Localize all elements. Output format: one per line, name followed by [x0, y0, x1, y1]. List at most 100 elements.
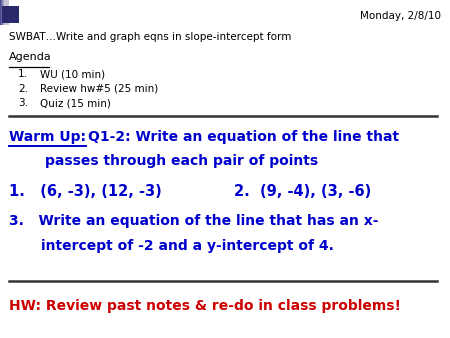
Bar — [3, 0, 7, 25]
Bar — [1, 0, 6, 25]
Bar — [4, 0, 9, 25]
Bar — [2, 0, 7, 25]
Bar — [0, 0, 5, 25]
Bar — [3, 0, 8, 25]
Bar — [4, 0, 8, 25]
Bar — [1, 0, 6, 25]
Bar — [3, 0, 7, 25]
Bar — [2, 0, 6, 25]
Text: Review hw#5 (25 min): Review hw#5 (25 min) — [40, 84, 158, 94]
Bar — [3, 0, 7, 25]
Bar — [2, 0, 6, 25]
Bar — [1, 0, 6, 25]
Bar — [4, 0, 9, 25]
Bar — [1, 0, 5, 25]
Bar — [4, 0, 9, 25]
Bar — [4, 0, 8, 25]
Bar — [1, 0, 6, 25]
Bar — [4, 0, 9, 25]
Bar — [1, 0, 5, 25]
Text: Q1-2: Write an equation of the line that: Q1-2: Write an equation of the line that — [88, 130, 399, 144]
Bar — [1, 0, 5, 25]
Bar — [2, 0, 6, 25]
Bar — [4, 0, 8, 25]
Bar — [4, 0, 8, 25]
Bar — [2, 0, 6, 25]
Bar — [2, 0, 7, 25]
Bar — [3, 0, 7, 25]
Text: Monday, 2/8/10: Monday, 2/8/10 — [360, 11, 441, 21]
Bar — [1, 0, 5, 25]
Bar — [2, 0, 6, 25]
Bar — [4, 0, 9, 25]
Bar — [4, 0, 9, 25]
Bar — [1, 0, 5, 25]
Bar — [1, 0, 5, 25]
Bar — [1, 0, 6, 25]
Bar — [1, 0, 5, 25]
Text: 2.  (9, -4), (3, -6): 2. (9, -4), (3, -6) — [234, 184, 371, 198]
Text: passes through each pair of points: passes through each pair of points — [45, 154, 318, 168]
Bar — [1, 0, 6, 25]
Bar — [0, 0, 4, 25]
Bar — [4, 0, 9, 25]
Text: 3.: 3. — [18, 98, 28, 108]
Bar — [1, 0, 5, 25]
Text: SWBAT…Write and graph eqns in slope-intercept form: SWBAT…Write and graph eqns in slope-inte… — [9, 32, 292, 42]
Bar — [3, 0, 8, 25]
Bar — [0, 0, 5, 25]
Bar — [3, 0, 7, 25]
Bar — [2, 0, 6, 25]
Bar — [3, 0, 7, 25]
Text: WU (10 min): WU (10 min) — [40, 69, 105, 79]
Bar — [3, 0, 8, 25]
Bar — [4, 0, 9, 25]
Bar — [0, 0, 5, 25]
Text: Agenda: Agenda — [9, 52, 52, 63]
Bar — [3, 0, 7, 25]
Bar — [2, 6, 19, 23]
Bar — [2, 0, 6, 25]
Bar — [0, 0, 4, 25]
Bar — [3, 0, 8, 25]
Bar — [0, 0, 4, 25]
Bar — [2, 0, 7, 25]
Bar — [3, 0, 8, 25]
Bar — [1, 0, 5, 25]
Bar — [1, 0, 6, 25]
Text: 2.: 2. — [18, 84, 28, 94]
Bar — [0, 0, 4, 25]
Text: 1.   (6, -3), (12, -3): 1. (6, -3), (12, -3) — [9, 184, 162, 198]
Bar — [2, 0, 6, 25]
Bar — [1, 0, 5, 25]
Bar — [4, 0, 8, 25]
Text: 3.   Write an equation of the line that has an x-: 3. Write an equation of the line that ha… — [9, 214, 378, 228]
Bar — [3, 0, 7, 25]
Bar — [2, 0, 7, 25]
Bar — [0, 0, 5, 25]
Bar — [4, 0, 9, 25]
Bar — [0, 0, 4, 25]
Bar — [4, 0, 9, 25]
Text: Warm Up:: Warm Up: — [9, 130, 86, 144]
Bar — [2, 0, 7, 25]
Bar — [1, 0, 6, 25]
Bar — [0, 0, 4, 25]
Bar — [3, 0, 8, 25]
Bar — [3, 0, 8, 25]
Bar — [4, 0, 8, 25]
Bar — [3, 0, 7, 25]
Text: HW: Review past notes & re-do in class problems!: HW: Review past notes & re-do in class p… — [9, 299, 401, 313]
Bar — [2, 0, 7, 25]
Bar — [4, 0, 9, 25]
Bar — [4, 0, 9, 25]
Bar — [0, 0, 5, 25]
Bar — [0, 0, 5, 25]
Text: 1.: 1. — [18, 69, 28, 79]
Bar — [3, 0, 8, 25]
Bar — [1, 0, 6, 25]
Bar — [3, 0, 8, 25]
Bar — [0, 0, 5, 25]
Bar — [3, 0, 7, 25]
Bar — [2, 0, 7, 25]
